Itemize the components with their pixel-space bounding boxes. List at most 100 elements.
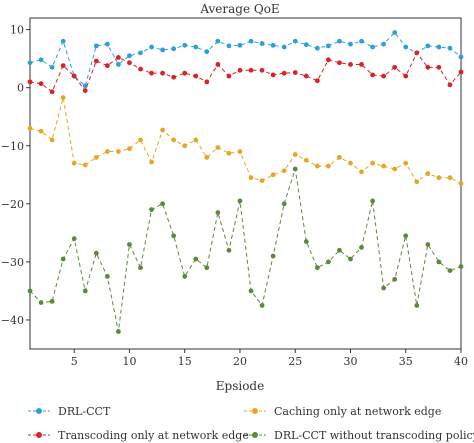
y-tick-label: −40 bbox=[1, 314, 24, 327]
y-tick-label: −30 bbox=[1, 256, 24, 269]
data-point bbox=[325, 43, 331, 49]
data-point bbox=[116, 329, 121, 334]
legend-label: Caching only at network edge bbox=[274, 405, 441, 418]
data-point bbox=[314, 163, 320, 169]
data-point bbox=[149, 70, 154, 76]
data-point bbox=[348, 62, 353, 67]
data-point bbox=[381, 163, 387, 169]
y-tick-label: −20 bbox=[1, 198, 24, 211]
data-point bbox=[447, 175, 453, 181]
data-point bbox=[138, 66, 143, 72]
data-point bbox=[71, 236, 77, 242]
data-point bbox=[359, 169, 364, 175]
data-point bbox=[248, 288, 254, 294]
data-point bbox=[403, 73, 409, 79]
data-point bbox=[93, 154, 99, 160]
data-point bbox=[160, 127, 166, 133]
data-point bbox=[60, 38, 66, 44]
legend: DRL-CCT Caching only at network edge Trans… bbox=[28, 405, 474, 442]
legend-marker bbox=[252, 408, 258, 414]
series-layer bbox=[27, 30, 464, 334]
data-point bbox=[458, 264, 464, 269]
data-point bbox=[27, 125, 33, 131]
legend-marker bbox=[36, 408, 42, 414]
data-point bbox=[93, 250, 99, 256]
data-point bbox=[204, 79, 210, 85]
data-point bbox=[226, 73, 232, 79]
data-point bbox=[71, 73, 77, 79]
data-point bbox=[303, 239, 309, 244]
data-point bbox=[160, 201, 166, 207]
data-point bbox=[425, 64, 431, 70]
data-point bbox=[237, 42, 243, 48]
data-point bbox=[292, 38, 298, 44]
data-point bbox=[270, 42, 276, 48]
data-point bbox=[171, 137, 177, 143]
data-point bbox=[237, 67, 243, 73]
data-point bbox=[392, 166, 398, 172]
data-point bbox=[149, 44, 154, 50]
y-tick-label: −10 bbox=[1, 140, 24, 153]
data-point bbox=[27, 79, 33, 85]
data-point bbox=[182, 70, 188, 76]
data-point bbox=[325, 259, 331, 265]
data-point bbox=[71, 160, 77, 166]
data-point bbox=[193, 256, 199, 262]
data-point bbox=[237, 149, 243, 154]
data-point bbox=[259, 41, 265, 46]
data-point bbox=[325, 163, 331, 169]
x-tick-label: 25 bbox=[288, 355, 302, 368]
data-point bbox=[370, 44, 375, 50]
data-point bbox=[292, 70, 298, 75]
data-point bbox=[348, 256, 353, 262]
data-point bbox=[414, 179, 420, 185]
data-point bbox=[149, 159, 154, 165]
series-line bbox=[29, 51, 462, 93]
data-point bbox=[237, 198, 243, 204]
data-point bbox=[226, 150, 232, 156]
data-point bbox=[104, 63, 110, 69]
data-point bbox=[425, 171, 431, 177]
data-point bbox=[27, 60, 33, 66]
data-point bbox=[38, 57, 44, 63]
x-tick-label: 15 bbox=[178, 355, 192, 368]
data-point bbox=[403, 160, 409, 166]
data-point bbox=[127, 53, 132, 59]
data-point bbox=[171, 74, 177, 80]
data-point bbox=[160, 47, 166, 53]
data-point bbox=[259, 178, 265, 183]
data-point bbox=[281, 201, 287, 207]
data-point bbox=[281, 168, 287, 174]
legend-entry: DRL-CCT without transcoding policy bbox=[244, 429, 474, 442]
x-tick-label: 35 bbox=[399, 355, 413, 368]
data-point bbox=[425, 43, 431, 49]
data-point bbox=[314, 265, 320, 271]
data-point bbox=[370, 198, 375, 204]
data-point bbox=[314, 78, 320, 84]
data-point bbox=[93, 43, 99, 49]
legend-label: DRL-CCT bbox=[58, 405, 111, 418]
data-point bbox=[270, 72, 276, 78]
data-point bbox=[104, 41, 110, 47]
data-point bbox=[149, 207, 154, 213]
data-point bbox=[171, 233, 177, 239]
data-point bbox=[447, 82, 453, 88]
data-point bbox=[359, 62, 364, 67]
data-point bbox=[82, 83, 88, 89]
x-tick-label: 30 bbox=[343, 355, 357, 368]
data-point bbox=[38, 300, 44, 305]
data-point bbox=[436, 64, 442, 70]
data-point bbox=[359, 244, 364, 250]
data-point bbox=[303, 157, 309, 163]
data-point bbox=[458, 181, 464, 186]
data-point bbox=[49, 89, 55, 95]
legend-label: DRL-CCT without transcoding policy bbox=[274, 429, 474, 442]
data-point bbox=[292, 166, 298, 172]
data-point bbox=[182, 143, 188, 149]
data-point bbox=[82, 288, 88, 294]
series-line bbox=[29, 168, 462, 332]
data-point bbox=[171, 46, 177, 52]
data-point bbox=[337, 154, 342, 160]
data-point bbox=[104, 274, 110, 279]
y-tick-label: 0 bbox=[17, 82, 24, 95]
